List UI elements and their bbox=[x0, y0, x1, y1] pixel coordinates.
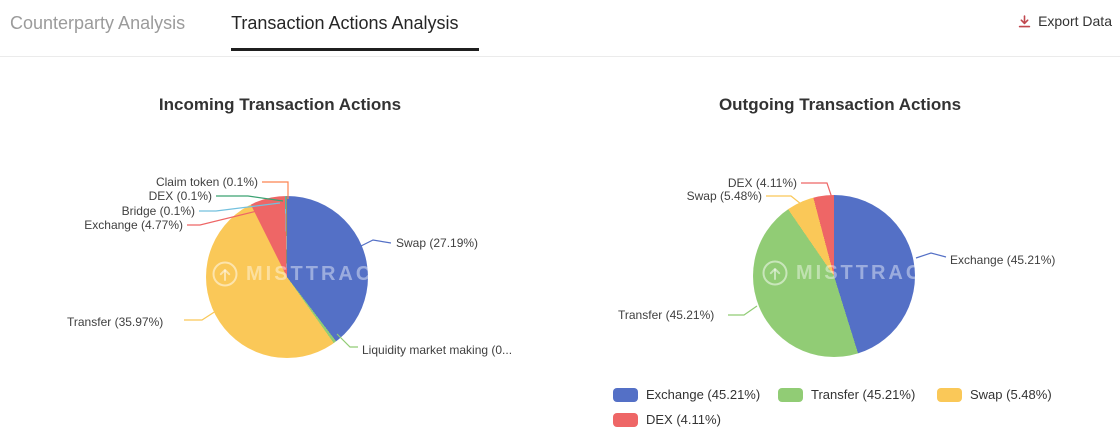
outgoing-chart-panel: Outgoing Transaction Actions MISTTRACK D… bbox=[560, 57, 1120, 443]
export-data-label: Export Data bbox=[1038, 13, 1112, 29]
slice-label-dex: DEX (0.1%) bbox=[148, 189, 212, 203]
legend-swatch-exchange bbox=[613, 387, 638, 402]
legend-item-exchange[interactable]: Exchange (45.21%) bbox=[613, 387, 760, 402]
legend-swatch-dex bbox=[613, 412, 638, 427]
legend-item-transfer[interactable]: Transfer (45.21%) bbox=[778, 387, 915, 402]
slice-label-dex: DEX (4.11%) bbox=[727, 176, 797, 190]
slice-label-exchange: Exchange (45.21%) bbox=[950, 253, 1056, 267]
header: Counterparty Analysis Transaction Action… bbox=[0, 0, 1120, 57]
slice-label-exchange: Exchange (4.77%) bbox=[84, 218, 183, 232]
slice-label-transfer: Transfer (45.21%) bbox=[618, 308, 715, 322]
legend-label-swap: Swap (5.48%) bbox=[970, 387, 1052, 402]
slice-label-swap: Swap (5.48%) bbox=[686, 189, 762, 203]
outgoing-chart-title: Outgoing Transaction Actions bbox=[718, 95, 962, 114]
slice-label-bridge: Bridge (0.1%) bbox=[121, 204, 195, 218]
slice-label-swap: Swap (27.19%) bbox=[396, 236, 479, 250]
tab-transaction-actions-analysis[interactable]: Transaction Actions Analysis bbox=[231, 0, 480, 51]
incoming-chart-panel: Incoming Transaction Actions MISTTRACK bbox=[0, 57, 560, 443]
slice-label-transfer: Transfer (35.97%) bbox=[67, 315, 164, 329]
legend-swatch-swap bbox=[937, 387, 962, 402]
tab-counterparty-analysis[interactable]: Counterparty Analysis bbox=[10, 13, 186, 33]
outgoing-pie-chart[interactable] bbox=[753, 195, 915, 357]
legend-label-transfer: Transfer (45.21%) bbox=[811, 387, 916, 402]
legend-item-swap[interactable]: Swap (5.48%) bbox=[937, 387, 1052, 402]
slice-label-claim-token: Claim token (0.1%) bbox=[155, 175, 258, 189]
legend-label-exchange: Exchange (45.21%) bbox=[646, 387, 761, 402]
incoming-chart-title: Incoming Transaction Actions bbox=[158, 95, 402, 114]
charts-area: Incoming Transaction Actions MISTTRACK bbox=[0, 57, 1120, 443]
incoming-pie-chart[interactable] bbox=[206, 196, 368, 358]
legend-label-dex: DEX (4.11%) bbox=[646, 412, 721, 427]
legend-item-dex[interactable]: DEX (4.11%) bbox=[613, 412, 721, 427]
tab-bar: Counterparty Analysis Transaction Action… bbox=[0, 0, 1120, 56]
legend-swatch-transfer bbox=[778, 387, 803, 402]
download-icon bbox=[1018, 14, 1031, 27]
slice-label-liquidity-market-making: Liquidity market making (0... bbox=[362, 343, 513, 357]
export-data-button[interactable]: Export Data bbox=[1017, 13, 1112, 29]
